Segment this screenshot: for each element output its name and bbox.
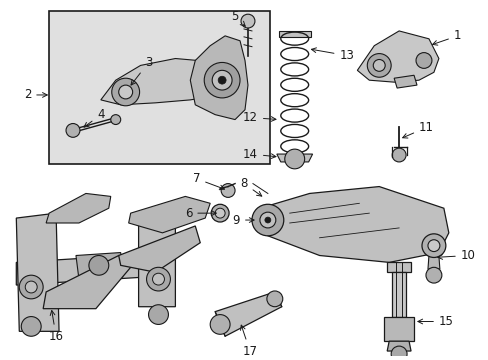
Circle shape <box>25 281 37 293</box>
Circle shape <box>390 346 406 360</box>
Text: 10: 10 <box>437 249 475 262</box>
Text: 9: 9 <box>232 213 254 226</box>
Circle shape <box>112 78 139 106</box>
Circle shape <box>425 267 441 283</box>
Circle shape <box>66 123 80 137</box>
Polygon shape <box>384 316 413 341</box>
Polygon shape <box>278 31 310 37</box>
Text: 2: 2 <box>24 89 47 102</box>
Polygon shape <box>427 256 439 269</box>
Polygon shape <box>357 31 438 82</box>
Polygon shape <box>46 193 111 223</box>
Circle shape <box>212 70 232 90</box>
Circle shape <box>215 208 224 218</box>
Polygon shape <box>43 256 130 309</box>
Circle shape <box>152 273 164 285</box>
Circle shape <box>264 217 270 223</box>
Circle shape <box>427 240 439 252</box>
Polygon shape <box>393 75 416 88</box>
Circle shape <box>421 234 445 257</box>
Polygon shape <box>138 213 175 307</box>
Text: 11: 11 <box>402 121 433 138</box>
Text: 1: 1 <box>432 30 460 45</box>
Circle shape <box>260 212 275 228</box>
Text: 6: 6 <box>184 207 216 220</box>
Text: 5: 5 <box>231 10 244 26</box>
Text: 12: 12 <box>243 111 275 124</box>
Circle shape <box>204 62 240 98</box>
Polygon shape <box>128 197 210 233</box>
Text: 3: 3 <box>131 56 152 85</box>
Circle shape <box>415 53 431 68</box>
Bar <box>49 11 269 164</box>
Circle shape <box>284 149 304 169</box>
Polygon shape <box>119 226 200 272</box>
Circle shape <box>119 85 132 99</box>
Circle shape <box>218 76 225 84</box>
Circle shape <box>111 114 121 125</box>
Polygon shape <box>276 154 312 162</box>
Circle shape <box>372 59 385 71</box>
Circle shape <box>241 14 254 28</box>
Polygon shape <box>391 272 405 316</box>
Circle shape <box>221 184 235 197</box>
Text: 8: 8 <box>240 177 261 196</box>
Circle shape <box>148 305 168 324</box>
Circle shape <box>146 267 170 291</box>
Polygon shape <box>215 292 281 336</box>
Circle shape <box>210 315 230 334</box>
Text: 4: 4 <box>84 108 104 127</box>
Text: 14: 14 <box>243 148 275 161</box>
Polygon shape <box>76 253 122 279</box>
Text: 17: 17 <box>240 325 257 357</box>
Circle shape <box>89 256 108 275</box>
Polygon shape <box>386 262 410 272</box>
Polygon shape <box>386 341 410 351</box>
Circle shape <box>366 54 390 77</box>
Polygon shape <box>190 36 247 120</box>
Text: 7: 7 <box>192 172 224 190</box>
Text: 16: 16 <box>48 311 63 343</box>
Polygon shape <box>260 186 448 262</box>
Text: 15: 15 <box>417 315 453 328</box>
Polygon shape <box>101 59 240 105</box>
Polygon shape <box>16 213 59 331</box>
Circle shape <box>19 275 43 299</box>
Polygon shape <box>16 253 175 285</box>
Circle shape <box>21 316 41 336</box>
Circle shape <box>251 204 283 236</box>
Circle shape <box>211 204 228 222</box>
Circle shape <box>266 291 282 307</box>
Circle shape <box>391 148 405 162</box>
Text: 13: 13 <box>311 48 354 62</box>
